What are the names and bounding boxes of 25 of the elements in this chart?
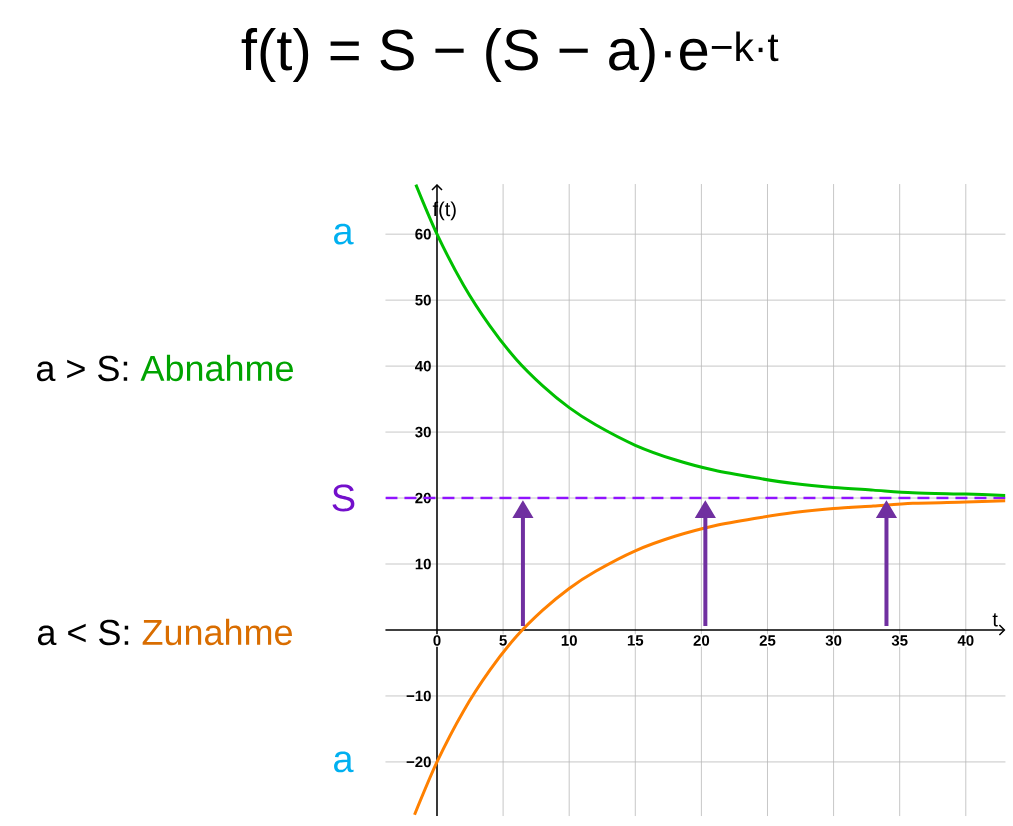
- text: a > S:: [36, 355, 128, 382]
- y-tick-label: 30: [415, 426, 431, 438]
- annotation: a: [334, 223, 354, 245]
- x-tick-label: 25: [759, 635, 776, 646]
- x-tick-label: 40: [957, 635, 974, 646]
- x-tick-label: 20: [693, 635, 710, 646]
- y-tick-label: 50: [415, 294, 431, 306]
- x-tick-label: 5: [499, 635, 507, 646]
- y-tick-label: 60: [415, 228, 431, 240]
- x-tick-label: 0: [433, 635, 441, 646]
- x-tick-label: 15: [627, 635, 644, 646]
- y-tick-label: 10: [415, 558, 431, 570]
- x-axis-title: t: [992, 613, 998, 627]
- x-tick-label: 35: [891, 635, 908, 646]
- y-tick-label: 40: [415, 360, 431, 372]
- y-tick-label: −20: [406, 756, 431, 768]
- text: Abnahme: [140, 354, 293, 382]
- text: a < S:: [37, 619, 129, 646]
- y-tick-label: −10: [406, 690, 431, 702]
- x-tick-label: 10: [561, 635, 577, 646]
- x-tick-label: 30: [825, 635, 842, 646]
- chart-title: f(t) = S − (S − a)·e$^{−k·t}$: [241, 27, 779, 83]
- text: Zunahme: [142, 618, 292, 646]
- annotation: a: [334, 751, 354, 773]
- ref-line-label: S: [332, 484, 355, 512]
